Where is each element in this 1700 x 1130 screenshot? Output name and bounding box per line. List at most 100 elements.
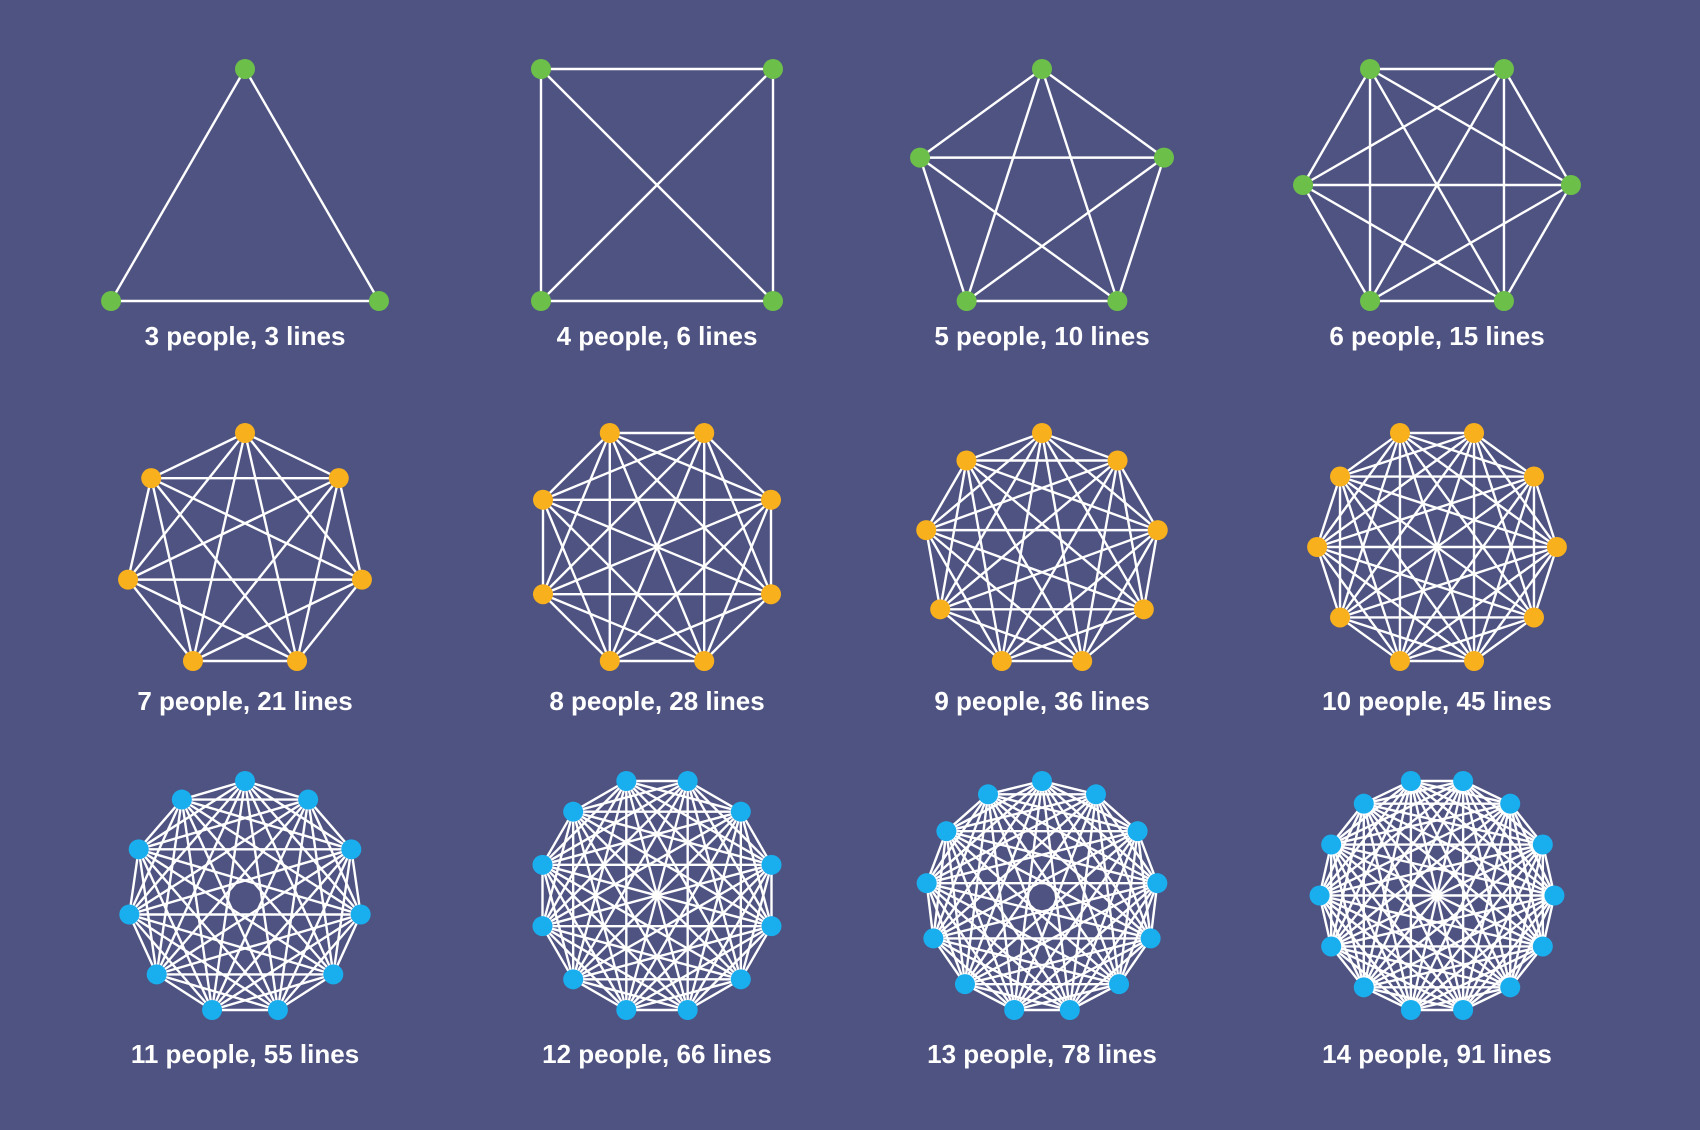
connection-line bbox=[211, 913, 362, 1012]
graph-14-people: 14 people, 91 lines bbox=[1309, 771, 1565, 1069]
connection-line bbox=[1399, 546, 1558, 662]
person-node bbox=[323, 964, 344, 985]
connection-line bbox=[1316, 546, 1475, 662]
connection-line bbox=[138, 779, 246, 851]
connection-line bbox=[925, 793, 989, 884]
connection-line bbox=[307, 798, 353, 851]
connection-line bbox=[1473, 432, 1535, 478]
connection-line bbox=[1001, 608, 1145, 663]
person-node bbox=[916, 873, 937, 894]
connection-line bbox=[1409, 780, 1512, 988]
person-node bbox=[368, 291, 389, 311]
connection-line bbox=[277, 913, 362, 1011]
connection-line bbox=[137, 798, 183, 851]
connection-line bbox=[181, 798, 362, 916]
connection-line bbox=[925, 432, 1043, 532]
connection-line bbox=[925, 529, 942, 610]
person-node bbox=[1085, 784, 1106, 805]
connection-line bbox=[1410, 779, 1511, 805]
person-node bbox=[1330, 466, 1351, 487]
connection-line bbox=[1040, 432, 1084, 662]
person-node bbox=[1133, 599, 1154, 620]
connection-line bbox=[150, 431, 246, 480]
connection-line bbox=[1316, 546, 1401, 662]
connection-line bbox=[307, 799, 362, 915]
connection-line bbox=[572, 978, 688, 1012]
connection-line bbox=[1318, 780, 1412, 897]
graph-label: 5 people, 10 lines bbox=[934, 321, 1149, 351]
connection-line bbox=[965, 459, 1084, 662]
person-node bbox=[341, 839, 362, 860]
connection-line bbox=[1462, 780, 1556, 897]
connection-line bbox=[542, 498, 706, 662]
person-node bbox=[1109, 974, 1130, 995]
person-node bbox=[677, 771, 698, 791]
connection-line bbox=[1330, 945, 1511, 989]
connection-line bbox=[155, 798, 310, 976]
connection-line bbox=[137, 848, 279, 1011]
connection-line bbox=[181, 798, 352, 851]
connection-line bbox=[739, 811, 773, 866]
connection-line bbox=[1472, 476, 1536, 662]
person-node bbox=[761, 854, 782, 875]
connection-line bbox=[925, 459, 1118, 532]
person-node bbox=[616, 1000, 637, 1020]
connection-line bbox=[1081, 529, 1159, 662]
person-node bbox=[1330, 607, 1351, 628]
graph-10-people: 10 people, 45 lines bbox=[1307, 423, 1567, 716]
connection-line bbox=[1013, 982, 1120, 1012]
connection-line bbox=[1316, 432, 1401, 548]
graph-5-people: 5 people, 10 lines bbox=[910, 59, 1174, 351]
connection-line bbox=[110, 68, 247, 302]
connection-line bbox=[1319, 894, 1511, 989]
person-node bbox=[1032, 59, 1052, 79]
connection-line bbox=[1330, 844, 1365, 988]
connection-line bbox=[964, 937, 1151, 986]
connection-line bbox=[1330, 780, 1412, 846]
connection-line bbox=[1410, 945, 1544, 1012]
connection-line bbox=[926, 882, 1120, 986]
connection-line bbox=[1363, 802, 1544, 846]
connection-line bbox=[572, 810, 772, 866]
person-node bbox=[1493, 291, 1514, 311]
person-node bbox=[1532, 936, 1553, 957]
connection-line bbox=[150, 477, 298, 662]
connection-line bbox=[127, 432, 246, 581]
connection-line bbox=[541, 499, 611, 662]
person-node bbox=[910, 147, 931, 168]
connection-line bbox=[128, 914, 158, 975]
graph-6-people: 6 people, 15 lines bbox=[1293, 59, 1581, 351]
connection-line bbox=[1041, 779, 1139, 833]
connection-line bbox=[1116, 459, 1159, 531]
person-node bbox=[1500, 977, 1521, 998]
person-node bbox=[119, 904, 140, 925]
connection-line bbox=[1315, 546, 1342, 618]
person-node bbox=[182, 651, 203, 671]
person-node bbox=[1544, 885, 1565, 906]
connection-line bbox=[542, 432, 706, 596]
graph-12-people: 12 people, 66 lines bbox=[532, 771, 782, 1069]
connection-line bbox=[687, 779, 742, 813]
person-node bbox=[287, 651, 308, 671]
connection-line bbox=[332, 849, 353, 975]
connection-line bbox=[1338, 476, 1402, 662]
connection-line bbox=[191, 432, 247, 662]
connection-line bbox=[180, 799, 280, 1011]
connection-line bbox=[1398, 432, 1476, 662]
connection-line bbox=[1338, 432, 1402, 618]
person-node bbox=[1307, 537, 1328, 557]
connection-line bbox=[1502, 68, 1572, 186]
person-node bbox=[101, 291, 122, 311]
person-node bbox=[1004, 1000, 1025, 1020]
connection-line bbox=[1369, 67, 1572, 187]
connection-line bbox=[127, 477, 340, 581]
graph-label: 10 people, 45 lines bbox=[1322, 686, 1552, 716]
connection-line bbox=[542, 593, 705, 663]
person-node bbox=[936, 821, 957, 842]
connection-line bbox=[243, 432, 299, 662]
connection-line bbox=[945, 830, 1016, 1011]
connection-line bbox=[945, 830, 1071, 1011]
connection-line bbox=[126, 477, 153, 580]
person-node bbox=[532, 916, 553, 937]
connection-line bbox=[541, 780, 628, 866]
